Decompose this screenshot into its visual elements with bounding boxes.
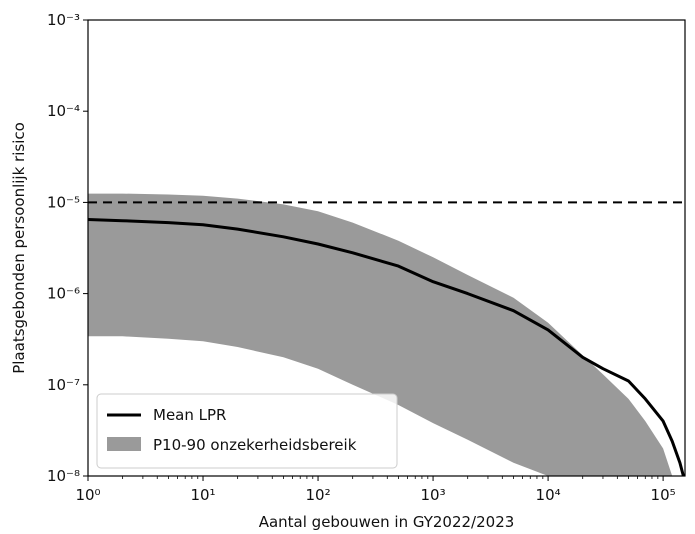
uncertainty-band	[88, 193, 673, 476]
x-tick-label: 10⁵	[651, 486, 676, 504]
y-tick-label: 10⁻⁴	[47, 102, 80, 120]
legend-swatch-band	[107, 437, 141, 451]
x-axis-title: Aantal gebouwen in GY2022/2023	[259, 513, 515, 531]
x-tick-label: 10²	[305, 486, 330, 504]
x-tick-label: 10³	[421, 486, 446, 504]
legend-label-mean-lpr: Mean LPR	[153, 406, 226, 424]
y-tick-label: 10⁻⁵	[47, 193, 80, 211]
y-tick-label: 10⁻⁶	[47, 285, 80, 303]
mean-lpr-line	[88, 218, 685, 476]
x-tick-label: 10⁴	[536, 486, 561, 504]
y-tick-label: 10⁻⁷	[47, 376, 80, 394]
x-tick-label: 10¹	[190, 486, 215, 504]
y-tick-label: 10⁻⁸	[47, 467, 80, 485]
y-tick-label: 10⁻³	[47, 11, 80, 29]
x-tick-label: 10⁰	[75, 486, 100, 504]
y-axis-title: Plaatsgebonden persoonlijk risico	[10, 122, 28, 374]
legend	[96, 393, 398, 469]
legend-label-band: P10-90 onzekerheidsbereik	[153, 436, 357, 454]
plot-frame	[87, 19, 686, 477]
